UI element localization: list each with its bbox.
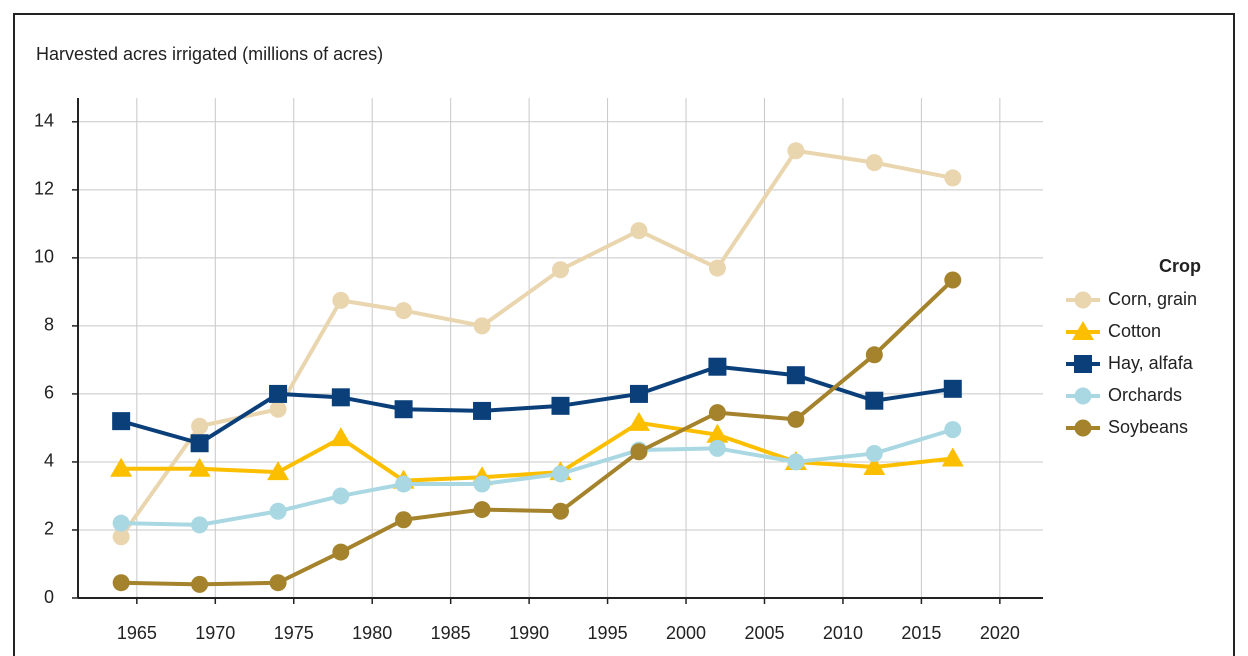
marker xyxy=(395,302,413,320)
marker xyxy=(1072,321,1094,340)
y-tick-label: 0 xyxy=(44,587,54,607)
marker xyxy=(269,400,287,418)
legend-label: Hay, alfafa xyxy=(1108,353,1194,373)
series-line xyxy=(121,420,953,483)
marker xyxy=(329,427,352,447)
marker xyxy=(786,366,805,385)
marker xyxy=(267,461,290,481)
marker xyxy=(473,401,492,420)
marker xyxy=(112,412,131,431)
legend-label: Cotton xyxy=(1108,321,1161,341)
marker xyxy=(112,528,130,546)
x-tick-label: 2000 xyxy=(666,623,706,643)
marker xyxy=(706,423,729,443)
y-tick-label: 2 xyxy=(44,519,54,539)
x-tick-label: 2015 xyxy=(901,623,941,643)
marker xyxy=(473,501,491,519)
marker xyxy=(865,154,883,172)
marker xyxy=(473,475,491,493)
marker xyxy=(787,142,805,160)
marker xyxy=(865,391,884,410)
marker xyxy=(331,388,350,407)
marker xyxy=(863,456,886,476)
marker xyxy=(941,447,964,467)
x-tick-label: 2020 xyxy=(980,623,1020,643)
marker xyxy=(269,384,288,403)
marker xyxy=(269,502,287,520)
marker xyxy=(332,291,350,309)
marker xyxy=(190,434,209,453)
marker xyxy=(269,574,287,592)
marker xyxy=(630,443,648,461)
x-tick-label: 1970 xyxy=(195,623,235,643)
y-axis-label: Harvested acres irrigated (millions of a… xyxy=(36,44,383,64)
marker xyxy=(191,417,209,435)
series-line xyxy=(119,148,954,538)
marker xyxy=(708,259,726,277)
marker xyxy=(787,453,805,471)
marker xyxy=(552,502,569,520)
x-tick-label: 1995 xyxy=(588,623,628,643)
legend-label: Orchards xyxy=(1108,385,1182,405)
marker xyxy=(551,396,570,415)
marker xyxy=(944,421,962,439)
marker xyxy=(944,271,962,289)
marker xyxy=(473,317,491,335)
y-tick-label: 12 xyxy=(34,179,54,199)
marker xyxy=(394,400,413,419)
x-tick-label: 2010 xyxy=(823,623,863,643)
series-line xyxy=(121,427,954,527)
frame xyxy=(13,13,1235,656)
marker xyxy=(1074,355,1092,373)
marker xyxy=(395,475,413,493)
series-line xyxy=(120,364,954,446)
marker xyxy=(552,465,569,483)
x-tick-label: 2005 xyxy=(744,623,784,643)
marker xyxy=(1074,419,1092,437)
legend-title: Crop xyxy=(1159,256,1201,276)
marker xyxy=(191,575,209,593)
x-tick-label: 1980 xyxy=(352,623,392,643)
marker xyxy=(708,439,726,457)
marker xyxy=(627,411,650,431)
marker xyxy=(1074,291,1092,309)
marker xyxy=(188,457,211,477)
marker xyxy=(110,457,133,477)
y-tick-label: 4 xyxy=(44,451,54,471)
marker xyxy=(332,487,350,505)
marker xyxy=(943,379,962,398)
marker xyxy=(629,384,648,403)
marker xyxy=(708,404,726,422)
marker xyxy=(787,410,805,428)
x-tick-label: 1975 xyxy=(274,623,314,643)
legend-label: Soybeans xyxy=(1108,417,1188,437)
marker xyxy=(112,514,130,532)
x-tick-label: 1965 xyxy=(117,623,157,643)
x-tick-label: 1990 xyxy=(509,623,549,643)
marker xyxy=(552,261,569,279)
marker xyxy=(332,543,350,561)
marker xyxy=(395,511,413,529)
marker xyxy=(708,357,727,376)
y-tick-label: 8 xyxy=(44,315,54,335)
marker xyxy=(1074,387,1092,405)
marker xyxy=(191,516,209,534)
marker xyxy=(865,346,883,364)
y-tick-label: 10 xyxy=(34,247,54,267)
legend-label: Corn, grain xyxy=(1108,289,1197,309)
marker xyxy=(112,574,130,592)
marker xyxy=(865,444,883,462)
y-tick-label: 14 xyxy=(34,111,54,131)
y-tick-label: 6 xyxy=(44,383,54,403)
x-tick-label: 1985 xyxy=(431,623,471,643)
marker xyxy=(630,222,648,240)
series-line xyxy=(121,278,955,587)
marker xyxy=(944,169,962,187)
